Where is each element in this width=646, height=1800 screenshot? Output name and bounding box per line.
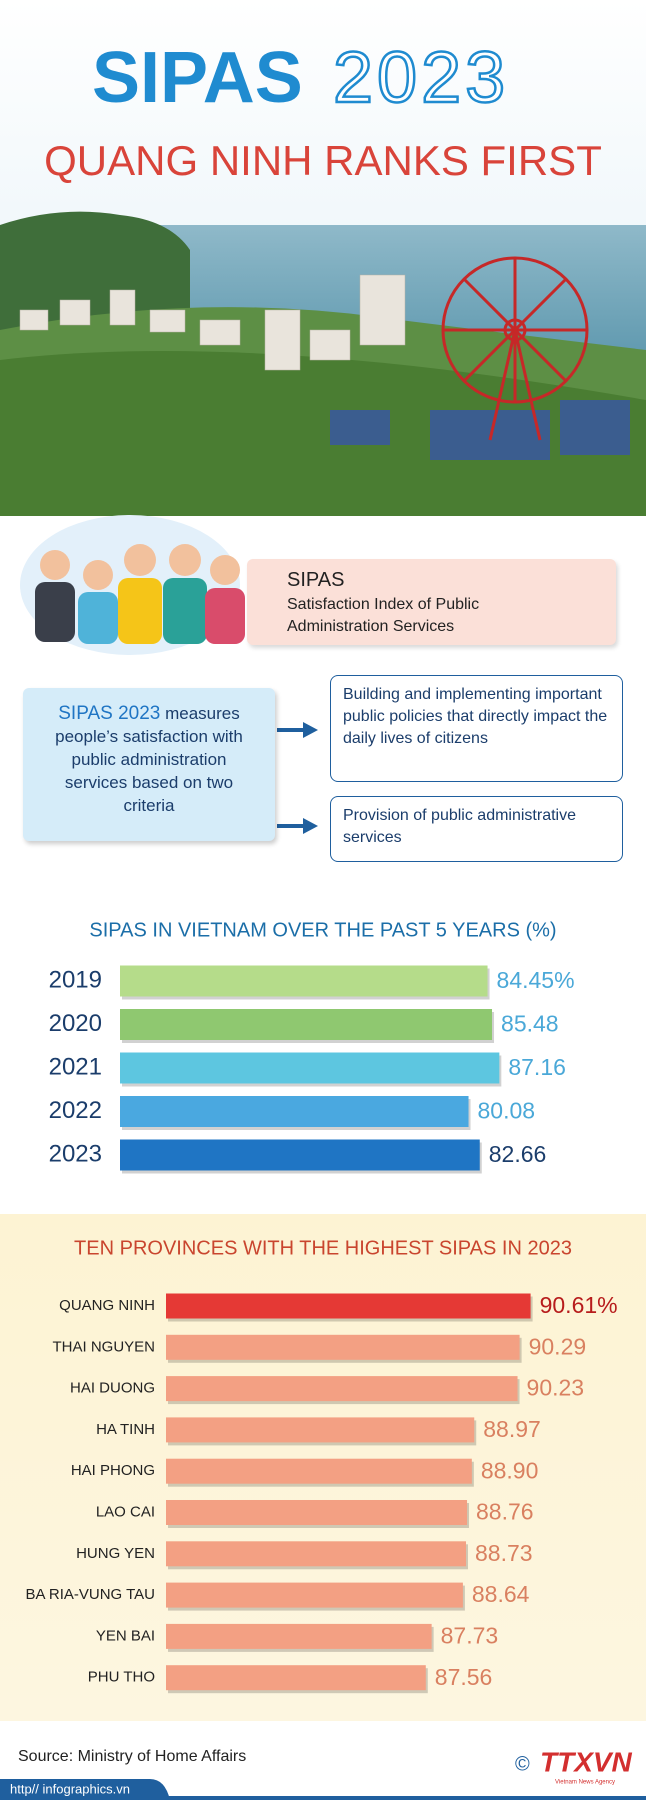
people-illustration xyxy=(20,515,245,655)
value-label: 80.08 xyxy=(478,1098,536,1124)
value-label: 90.23 xyxy=(527,1375,585,1401)
title-year: 2023 xyxy=(333,38,509,118)
bar xyxy=(120,1009,493,1040)
category-label: BA RIA-VUNG TAU xyxy=(26,1586,155,1603)
subtitle: QUANG NINH RANKS FIRST xyxy=(44,137,602,184)
bar xyxy=(120,1052,500,1084)
definition-meaning: Satisfaction Index of Public Administrat… xyxy=(287,596,480,635)
bar xyxy=(166,1665,426,1691)
value-label: 88.90 xyxy=(481,1457,539,1483)
bar xyxy=(166,1623,432,1649)
value-label: 87.16 xyxy=(508,1054,566,1080)
value-label: 90.29 xyxy=(529,1333,587,1359)
url: http// infographics.vn xyxy=(10,1781,130,1796)
photo xyxy=(0,211,646,516)
chart-title: SIPAS IN VIETNAM OVER THE PAST 5 YEARS (… xyxy=(89,919,556,941)
value-label: 88.97 xyxy=(483,1416,541,1442)
chart-title: TEN PROVINCES WITH THE HIGHEST SIPAS IN … xyxy=(74,1237,572,1259)
criteria-intro-text: measures people’s satisfaction with publ… xyxy=(55,704,243,815)
definition-box: SIPAS Satisfaction Index of Public Admin… xyxy=(247,559,616,645)
copyright: © xyxy=(515,1753,530,1775)
category-label: QUANG NINH xyxy=(59,1297,155,1314)
category-label: HA TINH xyxy=(96,1421,155,1438)
title-main: SIPAS xyxy=(92,38,303,118)
category-label: 2019 xyxy=(49,966,102,993)
category-label: HAI DUONG xyxy=(70,1380,155,1397)
category-label: 2020 xyxy=(49,1010,102,1037)
value-label: 87.73 xyxy=(441,1622,499,1648)
criteria-intro: SIPAS 2023 measures people’s satisfactio… xyxy=(23,688,275,841)
category-label: HUNG YEN xyxy=(76,1545,155,1562)
bar xyxy=(166,1293,531,1319)
criteria-lead: SIPAS 2023 xyxy=(58,703,161,724)
category-label: LAO CAI xyxy=(96,1503,155,1520)
value-label: 84.45% xyxy=(497,967,575,993)
source: Source: Ministry of Home Affairs xyxy=(18,1748,246,1765)
definition-term: SIPAS xyxy=(287,569,345,591)
value-label: 85.48 xyxy=(501,1011,559,1037)
category-label: HAI PHONG xyxy=(71,1462,155,1479)
bar xyxy=(166,1500,468,1525)
value-label: 82.66 xyxy=(489,1141,547,1167)
category-label: THAI NGUYEN xyxy=(52,1338,155,1355)
bar xyxy=(166,1582,463,1608)
logo: TTXVN xyxy=(540,1746,633,1777)
bar xyxy=(166,1458,472,1484)
bar xyxy=(120,1139,480,1171)
value-label: 90.61% xyxy=(540,1292,618,1318)
bar xyxy=(166,1334,520,1360)
category-label: 2021 xyxy=(49,1053,102,1080)
criterion: Provision of public administrative servi… xyxy=(330,796,623,862)
category-label: 2022 xyxy=(49,1097,102,1124)
value-label: 88.73 xyxy=(475,1540,533,1566)
logo-subtitle: Vietnam News Agency xyxy=(555,1780,615,1786)
bar xyxy=(166,1376,518,1402)
bar xyxy=(120,1096,469,1127)
bar xyxy=(120,965,488,997)
bar xyxy=(166,1417,475,1443)
value-label: 87.56 xyxy=(435,1664,493,1690)
category-label: 2023 xyxy=(49,1140,102,1167)
value-label: 88.76 xyxy=(476,1499,534,1525)
bar xyxy=(166,1541,466,1567)
category-label: PHU THO xyxy=(88,1669,155,1686)
category-label: YEN BAI xyxy=(96,1627,155,1644)
criterion: Building and implementing important publ… xyxy=(330,675,623,782)
value-label: 88.64 xyxy=(472,1581,530,1607)
